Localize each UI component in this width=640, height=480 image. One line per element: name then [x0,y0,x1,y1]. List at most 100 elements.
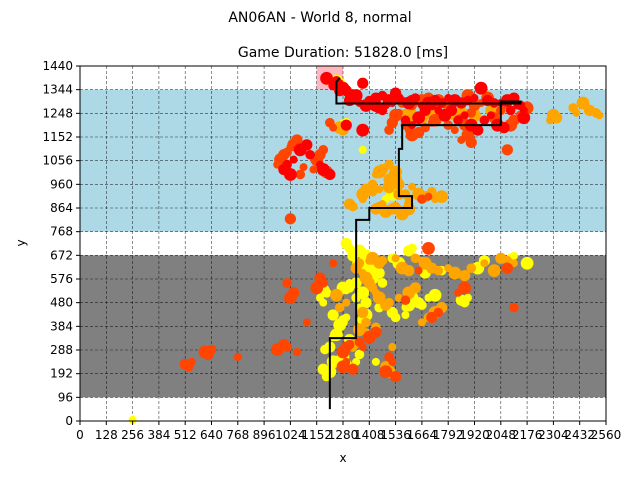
data-point [345,278,354,287]
data-point [400,295,411,306]
data-point [501,262,513,274]
data-point [329,123,338,132]
trajectory-line [328,77,522,410]
data-point [233,352,242,361]
x-tick-label: 512 [174,428,197,442]
data-point [595,111,604,120]
data-point [400,115,411,126]
x-tick-label: 384 [147,428,170,442]
x-tick-label: 2176 [512,428,543,442]
data-point [358,145,367,154]
x-tick-label: 2560 [591,428,622,442]
plot-area [79,65,607,424]
data-point [371,357,380,366]
x-tick-label: 1280 [328,428,359,442]
x-tick-label: 128 [95,428,118,442]
data-point [459,269,471,282]
data-point [501,144,513,156]
data-point [364,263,375,273]
data-point [403,265,415,277]
data-point [388,357,397,366]
data-point [336,360,350,374]
data-point [361,317,371,328]
data-point [354,349,365,360]
data-point [358,195,367,204]
data-point [487,264,501,278]
data-point [356,286,370,300]
data-point [301,139,313,151]
x-tick-label: 2304 [538,428,569,442]
x-axis-label: x [339,451,346,465]
data-point [448,266,462,280]
data-point [401,310,410,319]
data-point [347,363,359,375]
data-point [367,186,378,197]
data-point [408,182,417,191]
x-tick-label: 1664 [407,428,438,442]
x-axis: 0 128 256 384 512 640 768 896 102411521280140815… [76,421,621,442]
x-tick-label: 768 [226,428,249,442]
y-axis-label: y [14,239,28,246]
data-point [320,71,333,85]
y-tick-label: 96 [58,390,73,404]
data-point [128,415,137,424]
data-point [377,278,388,288]
data-point [435,190,449,204]
y-tick-label: 864 [50,201,73,215]
x-tick-label: 1152 [301,428,332,442]
data-point [318,145,329,155]
data-point [348,201,358,212]
data-point [445,104,458,116]
data-point [302,318,311,327]
y-tick-label: 1056 [42,154,73,168]
data-point [360,297,372,309]
data-point [509,302,519,313]
y-tick-label: 1152 [42,130,73,144]
data-point [520,256,534,270]
x-tick-label: 640 [200,428,223,442]
data-point [450,126,459,135]
data-point [319,298,328,307]
data-point [187,357,196,366]
x-tick-label: 1792 [433,428,464,442]
data-point [358,343,367,352]
y-tick-label: 576 [50,272,73,286]
data-point [410,93,421,103]
data-point [295,169,306,180]
y-tick-label: 1440 [42,59,73,73]
data-point [384,297,394,308]
y-tick-label: 192 [50,367,73,381]
data-point [282,278,292,288]
x-tick-label: 1920 [459,428,490,442]
data-point [384,125,394,135]
data-point [357,77,369,89]
data-point [424,192,433,201]
figure-suptitle: AN06AN - World 8, normal [228,10,411,26]
data-point [384,159,394,170]
y-tick-label: 960 [50,177,73,191]
data-point [433,265,444,276]
y-tick-label: 1344 [42,83,73,97]
data-point [289,155,298,164]
x-tick-label: 896 [253,428,276,442]
data-point [282,342,292,352]
y-tick-label: 288 [50,343,73,357]
data-point [428,288,442,302]
data-point [377,255,388,266]
data-point [417,194,427,204]
data-point [480,259,489,268]
data-point [433,307,444,318]
data-point [379,365,393,379]
y-tick-label: 480 [50,296,73,310]
data-point [474,81,488,95]
x-tick-label: 1536 [380,428,411,442]
points-layer [128,71,604,424]
x-tick-label: 1024 [275,428,306,442]
data-point [409,282,421,294]
data-point [388,343,397,352]
data-point [344,339,355,350]
data-point [284,213,296,225]
y-axis: 0 96 192 288 384 480 576 672 768 864 960 1056 1152 12… [42,59,80,428]
data-point [321,288,332,298]
data-point [460,111,469,120]
